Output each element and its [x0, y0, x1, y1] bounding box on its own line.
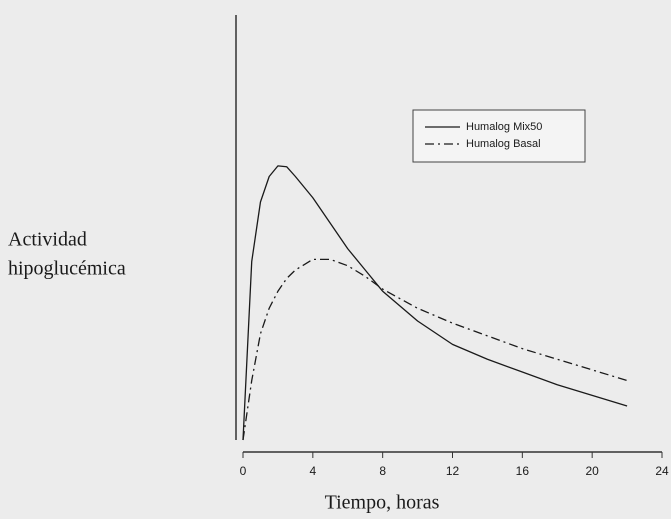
- legend-label: Humalog Basal: [466, 138, 541, 150]
- x-tick-label: 4: [309, 464, 316, 478]
- x-tick-label: 8: [379, 464, 386, 478]
- x-label: Tiempo, horas: [325, 492, 440, 514]
- series-line: [242, 165, 628, 441]
- x-tick-label: 12: [446, 464, 460, 478]
- legend-label: Humalog Mix50: [466, 121, 542, 133]
- legend-box: [412, 109, 586, 163]
- x-tick-label: 0: [240, 464, 247, 478]
- y-label: Actividad: [8, 229, 87, 251]
- x-tick-label: 16: [516, 464, 530, 478]
- y-label: hipoglucémica: [8, 258, 126, 280]
- x-tick-label: 24: [655, 464, 669, 478]
- x-tick-label: 20: [585, 464, 599, 478]
- series-line: [242, 258, 628, 441]
